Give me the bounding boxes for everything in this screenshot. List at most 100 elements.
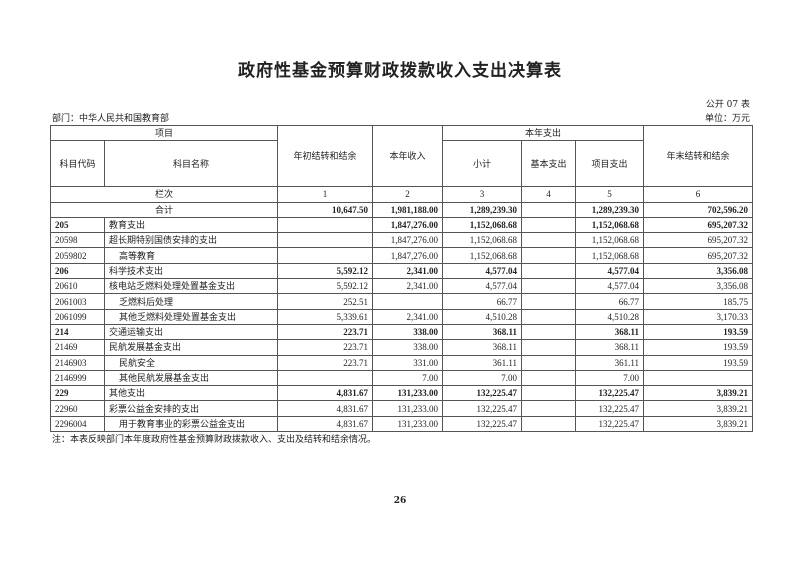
table-row: 2146999 其他民航发展基金支出 7.00 7.00 7.00: [50, 369, 753, 387]
value-cell: 7.00: [575, 369, 644, 387]
table-row: 2061099 其他乏燃料处理处置基金支出 5,339.61 2,341.00 4,51…: [50, 308, 753, 325]
value-cell: 132,225.47: [442, 415, 522, 433]
table-row: 22960 彩票公益金安排的支出 4,831.67 131,233.00 132,225…: [50, 400, 753, 417]
value-cell: 193.59: [643, 339, 753, 356]
subject-name: 其他支出: [104, 385, 278, 402]
total-value: [521, 201, 576, 218]
total-value: 1,289,239.30: [442, 201, 522, 218]
subject-code: 229: [50, 385, 105, 402]
subject-code: 22960: [50, 400, 105, 417]
value-cell: 368.11: [442, 323, 522, 341]
value-cell: 1,152,068.68: [575, 216, 644, 234]
subject-code: 20598: [50, 232, 105, 249]
value-cell: 193.59: [643, 354, 753, 371]
value-cell: [521, 323, 576, 341]
header-col4: 基本支出: [521, 140, 576, 188]
table-number: 公开 07 表: [705, 100, 750, 110]
value-cell: 4,831.67: [277, 415, 373, 433]
subject-name: 核电站乏燃料处理处置基金支出: [104, 278, 278, 295]
subject-code: 2146903: [50, 354, 105, 371]
value-cell: 252.51: [277, 293, 373, 310]
table-row: 214 交通运输支出 223.71 338.00 368.11 368.11 193.59: [50, 323, 753, 341]
value-cell: 1,847,276.00: [372, 232, 443, 249]
value-cell: 368.11: [575, 323, 644, 341]
column-number: 6: [643, 186, 753, 203]
subject-code: 2296004: [50, 415, 105, 433]
subject-code: 2061099: [50, 308, 105, 325]
column-number: 4: [521, 186, 576, 203]
table-row: 2059802 高等教育 1,847,276.00 1,152,068.68 1,152…: [50, 247, 753, 264]
value-cell: 2,341.00: [372, 262, 443, 280]
budget-table: 项目 年初结转和结余 本年收入 本年支出 年末结转和结余 科目代码 科目名称 小…: [50, 124, 753, 433]
total-value: 1,289,239.30: [575, 201, 644, 218]
value-cell: 193.59: [643, 323, 753, 341]
value-cell: 361.11: [442, 354, 522, 371]
subject-name: 乏燃料后处理: [104, 293, 278, 310]
value-cell: [277, 232, 373, 249]
table-row: 2061003 乏燃料后处理 252.51 66.77 66.77 185.75: [50, 293, 753, 310]
value-cell: 4,831.67: [277, 400, 373, 417]
value-cell: [521, 262, 576, 280]
value-cell: [277, 369, 373, 387]
value-cell: [521, 369, 576, 387]
value-cell: 7.00: [442, 369, 522, 387]
table-row: 205 教育支出 1,847,276.00 1,152,068.68 1,152,068…: [50, 216, 753, 234]
header-item: 项目: [50, 124, 278, 142]
column-number: 3: [442, 186, 522, 203]
value-cell: 132,225.47: [575, 400, 644, 417]
value-cell: 1,152,068.68: [442, 247, 522, 264]
footnote: 注：本表反映部门本年度政府性基金预算财政拨款收入、支出及结转和结余情况。: [52, 435, 377, 445]
subject-name: 用于教育事业的彩票公益金支出: [104, 415, 278, 433]
value-cell: [521, 308, 576, 325]
value-cell: [521, 278, 576, 295]
column-number-label: 栏次: [50, 186, 278, 203]
column-number: 5: [575, 186, 644, 203]
table-row: 20598 超长期特别国债安排的支出 1,847,276.00 1,152,068.6…: [50, 232, 753, 249]
value-cell: 132,225.47: [575, 385, 644, 402]
column-number: 2: [372, 186, 443, 203]
subject-code: 2059802: [50, 247, 105, 264]
subject-code: 2061003: [50, 293, 105, 310]
value-cell: 223.71: [277, 354, 373, 371]
value-cell: [521, 247, 576, 264]
header-col1: 年初结转和结余: [277, 124, 373, 188]
value-cell: 2,341.00: [372, 278, 443, 295]
value-cell: 3,170.33: [643, 308, 753, 325]
subject-code: 2146999: [50, 369, 105, 387]
value-cell: [521, 293, 576, 310]
value-cell: 368.11: [442, 339, 522, 356]
value-cell: 338.00: [372, 323, 443, 341]
table-row: 229 其他支出 4,831.67 131,233.00 132,225.47 132,2…: [50, 385, 753, 402]
subject-name: 教育支出: [104, 216, 278, 234]
subject-name: 民航发展基金支出: [104, 339, 278, 356]
value-cell: [521, 415, 576, 433]
value-cell: 4,831.67: [277, 385, 373, 402]
value-cell: 4,510.28: [575, 308, 644, 325]
value-cell: 695,207.32: [643, 216, 753, 234]
table-row: 2296004 用于教育事业的彩票公益金支出 4,831.67 131,233.00 1…: [50, 415, 753, 433]
value-cell: [277, 247, 373, 264]
value-cell: 4,577.04: [442, 278, 522, 295]
table-row: 20610 核电站乏燃料处理处置基金支出 5,592.12 2,341.00 4,577…: [50, 278, 753, 295]
value-cell: 132,225.47: [575, 415, 644, 433]
value-cell: 132,225.47: [442, 385, 522, 402]
value-cell: [372, 293, 443, 310]
subject-name: 彩票公益金安排的支出: [104, 400, 278, 417]
page-title: 政府性基金预算财政拨款收入支出决算表: [238, 61, 562, 81]
total-label: 合计: [50, 201, 278, 218]
subject-code: 21469: [50, 339, 105, 356]
total-row: 合计 10,647.50 1,981,188.00 1,289,239.30 1…: [50, 201, 753, 218]
value-cell: 4,510.28: [442, 308, 522, 325]
subject-name: 民航安全: [104, 354, 278, 371]
header-col3: 小计: [442, 140, 522, 188]
department: 部门：中华人民共和国教育部: [52, 114, 170, 124]
header-name: 科目名称: [104, 140, 278, 188]
value-cell: 695,207.32: [643, 247, 753, 264]
value-cell: 131,233.00: [372, 415, 443, 433]
value-cell: 7.00: [372, 369, 443, 387]
value-cell: 223.71: [277, 339, 373, 356]
unit: 单位：万元: [704, 114, 750, 124]
value-cell: 132,225.47: [442, 400, 522, 417]
value-cell: 5,592.12: [277, 278, 373, 295]
subject-code: 20610: [50, 278, 105, 295]
